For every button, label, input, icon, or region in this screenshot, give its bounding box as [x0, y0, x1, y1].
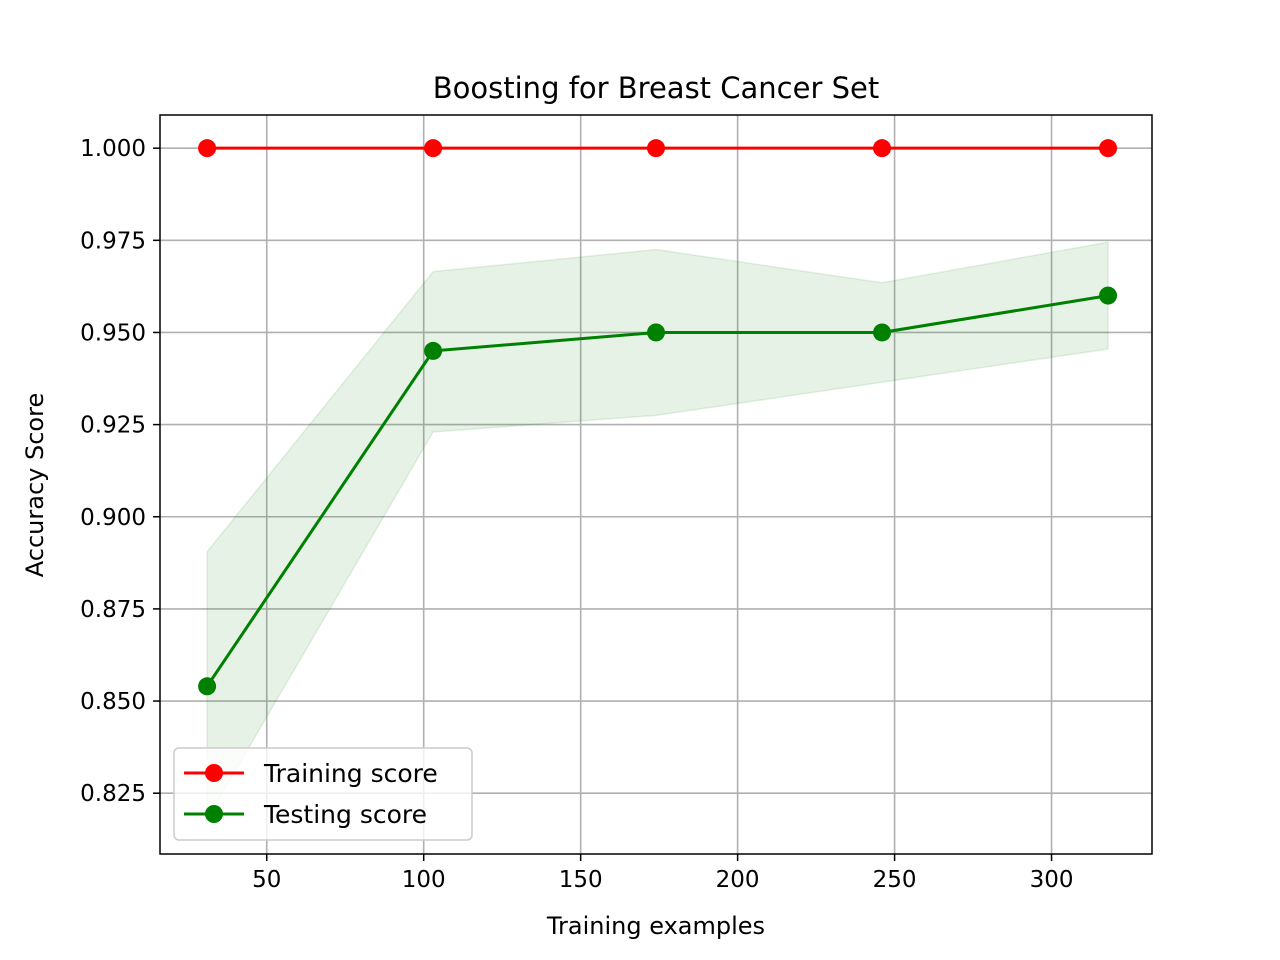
y-tick-label: 1.000: [80, 136, 146, 162]
training-score-point: [647, 139, 665, 158]
y-tick-label: 0.900: [80, 505, 146, 531]
y-tick-label: 0.925: [80, 413, 146, 439]
x-axis-ticks: 50 100 150 200 250 300: [252, 854, 1073, 893]
y-tick-label: 0.950: [80, 320, 146, 346]
training-score-point: [198, 139, 217, 158]
x-tick-label: 150: [559, 867, 603, 893]
x-tick-label: 50: [252, 867, 281, 893]
x-tick-label: 200: [716, 867, 760, 893]
y-tick-label: 0.975: [80, 228, 146, 254]
x-tick-label: 300: [1030, 867, 1074, 893]
training-score-point: [873, 139, 892, 158]
testing-score-point: [647, 323, 665, 342]
training-score-point: [1099, 139, 1118, 158]
testing-score-point: [1099, 286, 1118, 305]
y-tick-label: 0.850: [80, 689, 146, 715]
testing-score-legend-label: Testing score: [263, 800, 427, 829]
testing-score-band: [206, 241, 1109, 822]
x-axis-label: Training examples: [546, 912, 765, 940]
chart-title: Boosting for Breast Cancer Set: [433, 71, 879, 105]
x-tick-label: 100: [402, 867, 446, 893]
series-markers: [198, 139, 1118, 696]
testing-score-point: [198, 677, 217, 696]
y-tick-label: 0.825: [80, 781, 146, 807]
y-tick-label: 0.875: [80, 597, 146, 623]
training-score-point: [424, 139, 443, 158]
plot-frame: [159, 114, 1153, 855]
x-tick-label: 250: [873, 867, 917, 893]
y-axis-ticks: 0.825 0.850 0.875 0.900 0.925 0.950 0.975 1.000: [80, 136, 160, 807]
training-score-legend-label: Training score: [263, 759, 438, 788]
training-score-legend-marker: [205, 764, 223, 782]
legend-box: [173, 747, 473, 841]
y-axis-label: Accuracy Score: [21, 393, 49, 577]
testing-score-legend-marker: [205, 805, 223, 823]
legend: Training score Testing score: [173, 747, 473, 841]
testing-score-point: [424, 341, 443, 360]
testing-score-point: [873, 323, 892, 342]
